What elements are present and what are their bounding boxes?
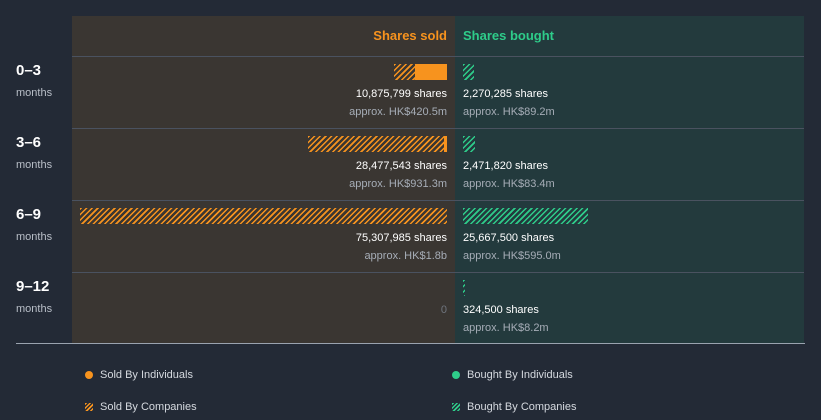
bought-panel bbox=[455, 16, 804, 343]
sold-value-label: approx. HK$420.5m bbox=[349, 106, 447, 118]
period-unit: months bbox=[16, 303, 53, 315]
period-label: 3–6 bbox=[16, 134, 42, 151]
bought-individuals-legend-marker bbox=[452, 371, 460, 379]
sold-companies-bar bbox=[80, 208, 447, 224]
period-unit: months bbox=[16, 231, 53, 243]
bought-shares-label: 324,500 shares bbox=[463, 304, 539, 316]
chart-baseline bbox=[16, 343, 805, 344]
bought-value-label: approx. HK$89.2m bbox=[463, 106, 555, 118]
period-label: 9–12 bbox=[16, 278, 50, 295]
row-divider bbox=[72, 272, 804, 273]
sold-companies-legend: Sold By Companies bbox=[100, 401, 197, 413]
sold-companies-bar bbox=[393, 64, 416, 80]
bought-companies-bar bbox=[463, 64, 475, 80]
sold-value-label: approx. HK$1.8b bbox=[364, 250, 447, 262]
sold-individuals-bar bbox=[444, 136, 447, 152]
bought-shares-label: 2,270,285 shares bbox=[463, 88, 549, 100]
sold-shares-label: 28,477,543 shares bbox=[355, 160, 447, 172]
row-divider bbox=[72, 200, 804, 201]
shares-sold-header: Shares sold bbox=[373, 28, 447, 43]
period-unit: months bbox=[16, 87, 53, 99]
sold-value-label: approx. HK$931.3m bbox=[349, 178, 447, 190]
row-divider bbox=[72, 56, 804, 57]
sold-shares-label: 75,307,985 shares bbox=[355, 232, 447, 244]
sold-companies-legend-marker bbox=[85, 403, 93, 411]
sold-panel bbox=[72, 16, 455, 343]
bought-companies-bar bbox=[463, 280, 465, 296]
bought-companies-bar bbox=[463, 136, 476, 152]
sold-individuals-legend-marker bbox=[85, 371, 93, 379]
bought-shares-label: 2,471,820 shares bbox=[463, 160, 549, 172]
bought-companies-legend: Bought By Companies bbox=[467, 401, 577, 413]
bought-shares-label: 25,667,500 shares bbox=[463, 232, 555, 244]
bought-value-label: approx. HK$8.2m bbox=[463, 322, 549, 334]
period-unit: months bbox=[16, 159, 53, 171]
sold-individuals-bar bbox=[415, 64, 447, 80]
shares-bought-header: Shares bought bbox=[463, 28, 555, 43]
sold-individuals-legend: Sold By Individuals bbox=[100, 369, 193, 381]
sold-shares-label: 10,875,799 shares bbox=[355, 88, 447, 100]
bought-companies-bar bbox=[463, 208, 589, 224]
row-divider bbox=[72, 128, 804, 129]
bought-companies-legend-marker bbox=[452, 403, 460, 411]
bought-value-label: approx. HK$83.4m bbox=[463, 178, 555, 190]
bought-individuals-legend: Bought By Individuals bbox=[467, 369, 573, 381]
sold-companies-bar bbox=[308, 136, 445, 152]
period-label: 6–9 bbox=[16, 206, 42, 223]
sold-zero-label: 0 bbox=[440, 304, 447, 316]
bought-value-label: approx. HK$595.0m bbox=[463, 250, 561, 262]
period-label: 0–3 bbox=[16, 62, 42, 79]
